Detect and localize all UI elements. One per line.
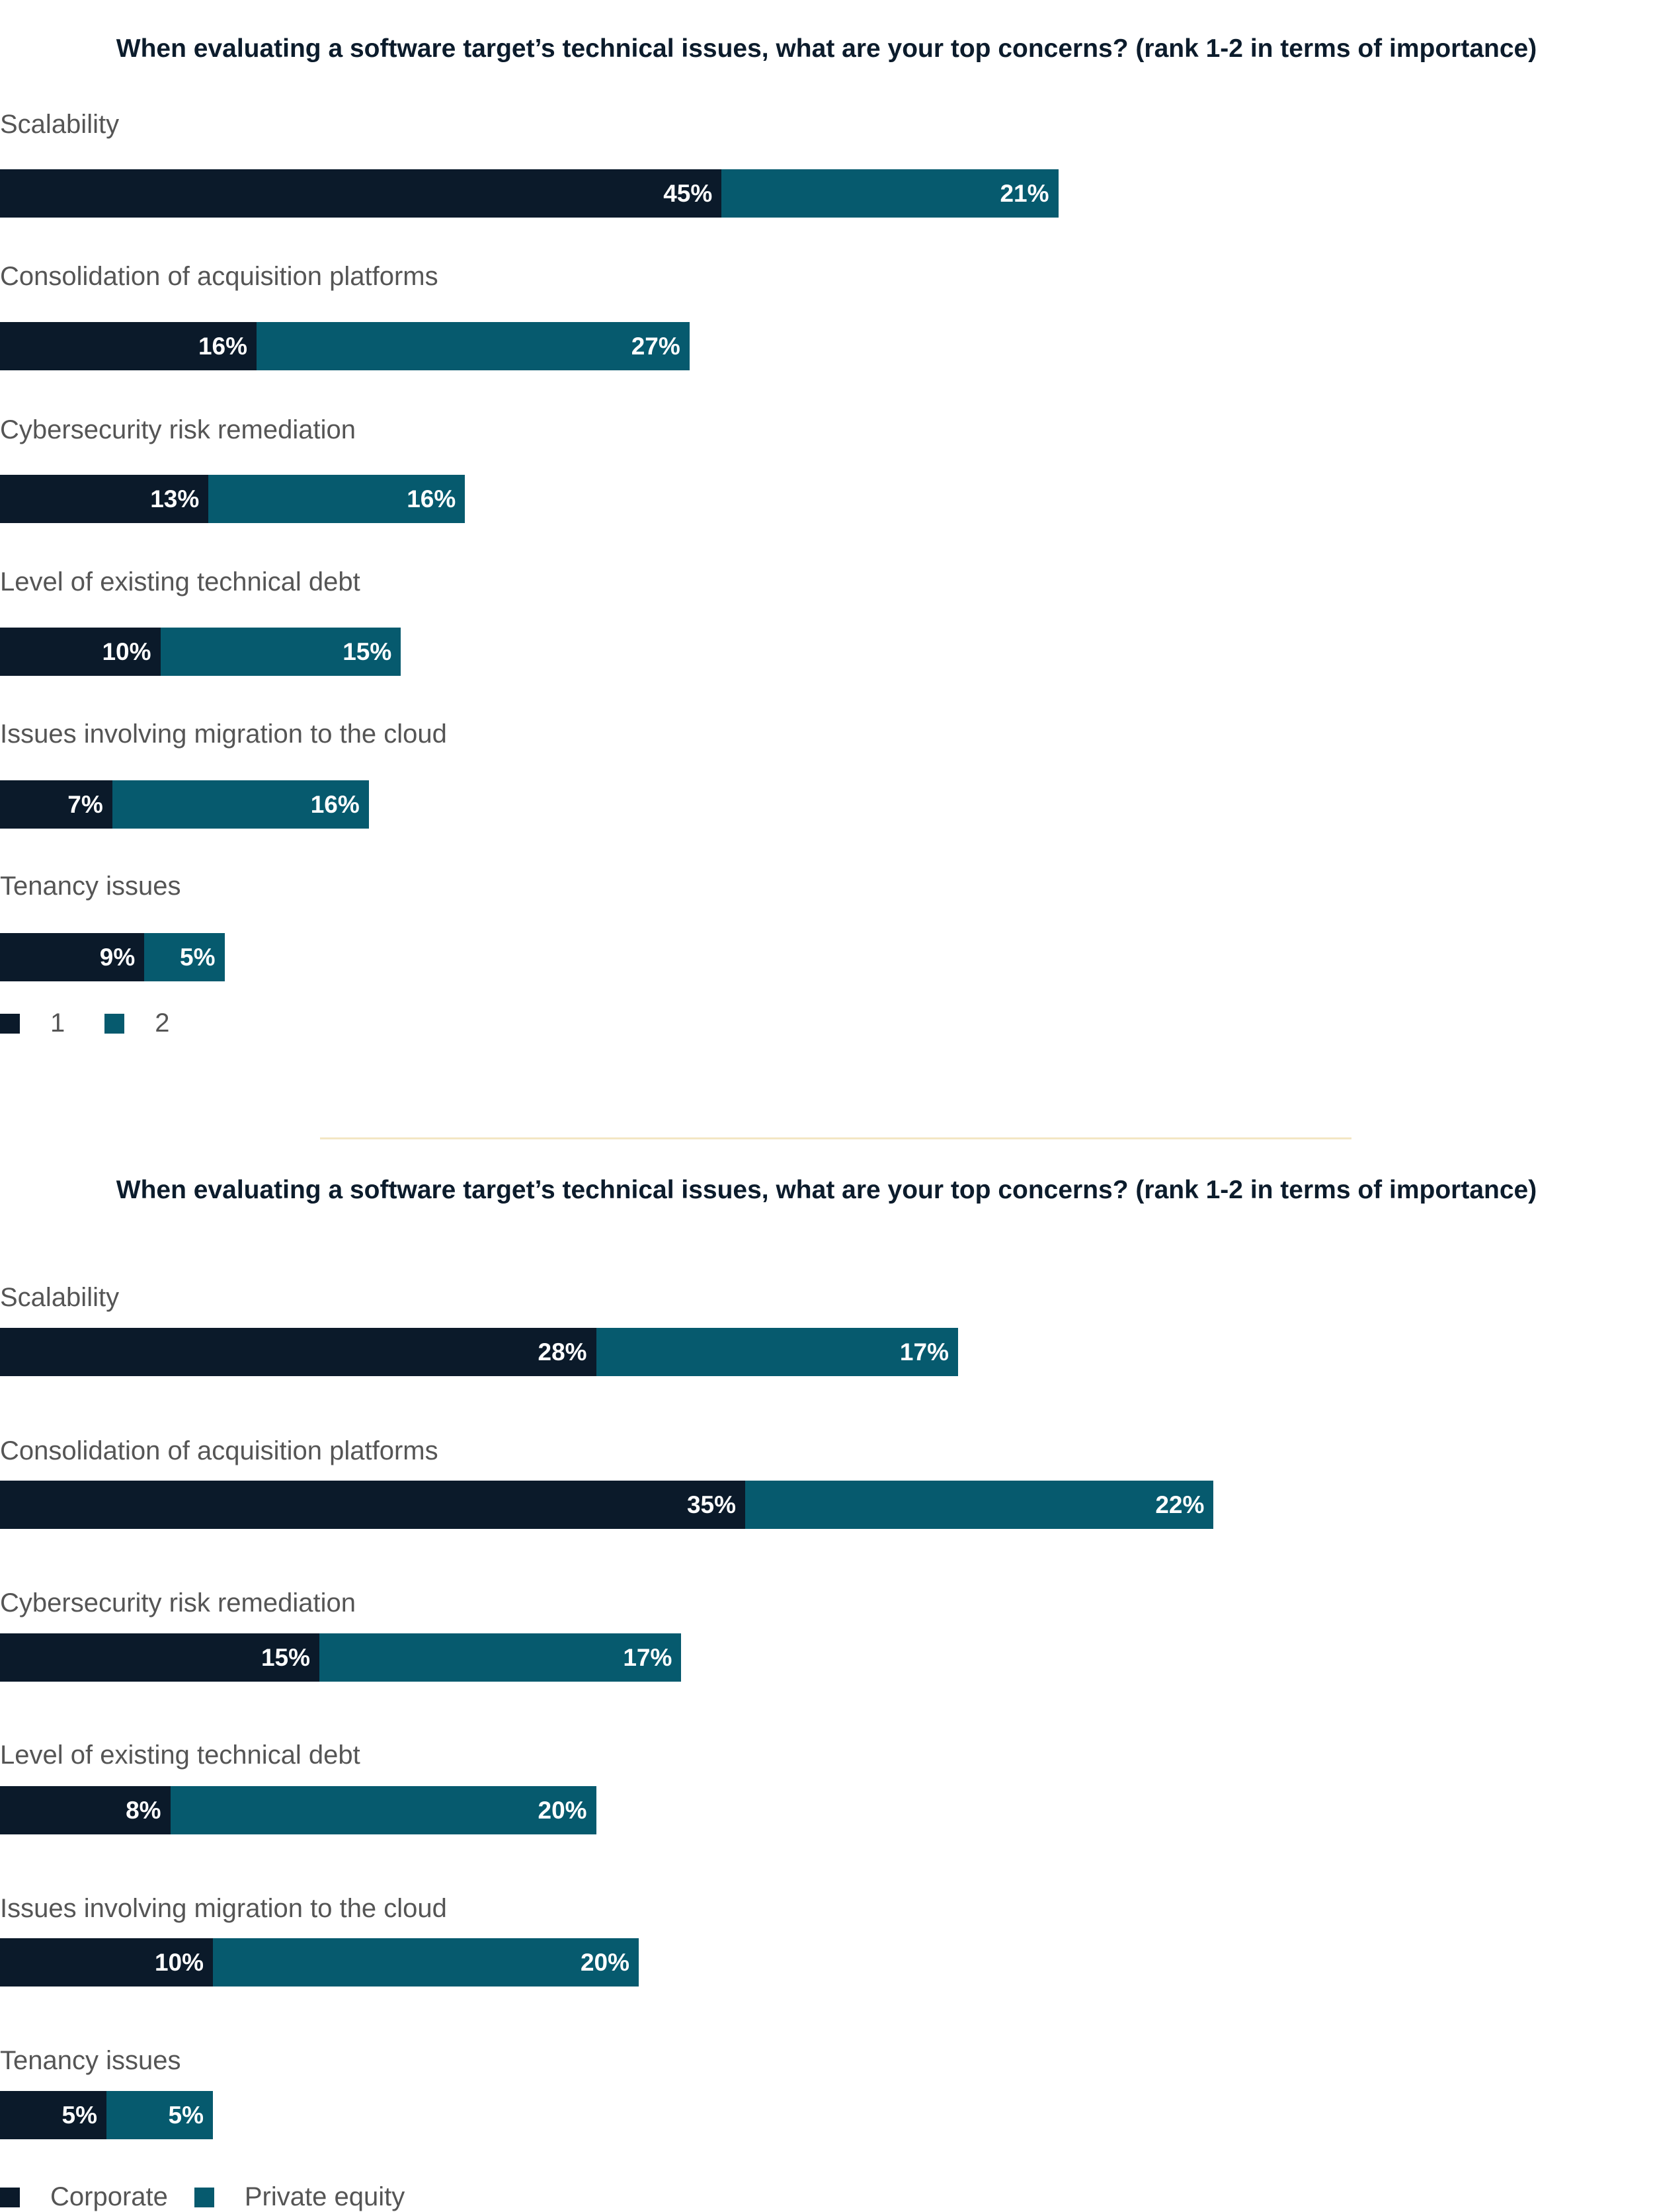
data-label: 20% bbox=[580, 1948, 629, 1976]
legend-label: 1 bbox=[50, 1008, 65, 1038]
data-label: 21% bbox=[1000, 179, 1049, 207]
data-label: 5% bbox=[61, 2101, 97, 2129]
legend-swatch bbox=[0, 2187, 20, 2207]
bar-segment: 15% bbox=[0, 1633, 319, 1682]
category-label: Tenancy issues bbox=[0, 2046, 181, 2075]
section-divider bbox=[320, 1137, 1351, 1139]
bar-segment: 16% bbox=[112, 780, 369, 829]
category-label: Consolidation of acquisition platforms bbox=[0, 1436, 438, 1465]
legend-label: Private equity bbox=[244, 2182, 405, 2211]
data-label: 45% bbox=[663, 179, 713, 207]
bar-segment: 5% bbox=[106, 2091, 213, 2139]
data-label: 16% bbox=[407, 485, 456, 512]
legend-item: 1 bbox=[0, 1008, 65, 1038]
data-label: 7% bbox=[67, 790, 103, 818]
bar-segment: 16% bbox=[208, 475, 465, 523]
data-label: 9% bbox=[99, 943, 136, 971]
category-label: Tenancy issues bbox=[0, 872, 181, 901]
category-label: Scalability bbox=[0, 110, 120, 139]
bar-segment: 5% bbox=[0, 2091, 106, 2139]
data-label: 15% bbox=[343, 637, 392, 665]
legend-item: Private equity bbox=[194, 2182, 405, 2212]
data-label: 16% bbox=[310, 790, 360, 818]
data-label: 15% bbox=[261, 1643, 310, 1671]
legend-item: 2 bbox=[104, 1008, 170, 1038]
category-label: Level of existing technical debt bbox=[0, 567, 360, 596]
bar-segment: 13% bbox=[0, 475, 209, 523]
bar-segment: 20% bbox=[213, 1938, 639, 1987]
data-label: 5% bbox=[168, 2101, 204, 2129]
legend-label: Corporate bbox=[50, 2182, 168, 2211]
bar-segment: 17% bbox=[596, 1328, 958, 1376]
bar-segment: 27% bbox=[257, 322, 690, 370]
data-label: 27% bbox=[631, 332, 680, 360]
legend-swatch bbox=[104, 1013, 125, 1034]
data-label: 20% bbox=[538, 1796, 587, 1824]
bar-segment: 9% bbox=[0, 933, 145, 981]
legend: 1 2 bbox=[0, 1008, 196, 1038]
category-label: Cybersecurity risk remediation bbox=[0, 1588, 356, 1618]
category-label: Issues involving migration to the cloud bbox=[0, 1894, 447, 1923]
legend-swatch bbox=[0, 1013, 20, 1034]
bar-segment: 7% bbox=[0, 780, 112, 829]
bar-segment: 5% bbox=[144, 933, 225, 981]
category-label: Consolidation of acquisition platforms bbox=[0, 262, 438, 291]
chart-title: When evaluating a software target’s tech… bbox=[116, 34, 1537, 63]
bar-segment: 15% bbox=[160, 628, 401, 676]
bar-segment: 10% bbox=[0, 1938, 213, 1987]
legend-swatch bbox=[194, 2187, 214, 2207]
data-label: 16% bbox=[198, 332, 247, 360]
data-label: 10% bbox=[154, 1948, 204, 1976]
chart-title: When evaluating a software target’s tech… bbox=[116, 1176, 1537, 1204]
data-label: 17% bbox=[899, 1338, 949, 1366]
data-label: 8% bbox=[126, 1796, 161, 1824]
bar-segment: 8% bbox=[0, 1786, 171, 1834]
category-label: Level of existing technical debt bbox=[0, 1741, 360, 1770]
bar-segment: 22% bbox=[745, 1481, 1214, 1529]
bar-segment: 16% bbox=[0, 322, 257, 370]
legend-item: Corporate bbox=[0, 2182, 168, 2212]
category-label: Issues involving migration to the cloud bbox=[0, 719, 447, 749]
bar-segment: 20% bbox=[170, 1786, 596, 1834]
bar-segment: 35% bbox=[0, 1481, 745, 1529]
data-label: 35% bbox=[686, 1491, 736, 1518]
data-label: 17% bbox=[623, 1643, 672, 1671]
data-label: 28% bbox=[538, 1338, 587, 1366]
category-label: Cybersecurity risk remediation bbox=[0, 415, 356, 444]
data-label: 10% bbox=[102, 637, 151, 665]
data-label: 22% bbox=[1155, 1491, 1205, 1518]
category-label: Scalability bbox=[0, 1283, 120, 1312]
bar-segment: 28% bbox=[0, 1328, 596, 1376]
data-label: 13% bbox=[150, 485, 200, 512]
legend: Corporate Private equity bbox=[0, 2182, 431, 2212]
bar-segment: 10% bbox=[0, 628, 161, 676]
bar-segment: 45% bbox=[0, 169, 722, 218]
bar-segment: 21% bbox=[721, 169, 1059, 218]
data-label: 5% bbox=[180, 943, 216, 971]
legend-label: 2 bbox=[155, 1008, 170, 1038]
bar-segment: 17% bbox=[319, 1633, 682, 1682]
